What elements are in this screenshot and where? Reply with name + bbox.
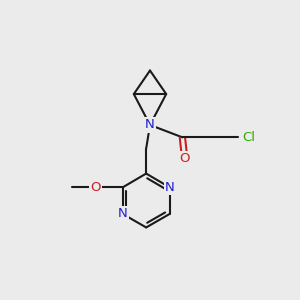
Text: Cl: Cl [242, 131, 255, 144]
Text: N: N [145, 118, 155, 131]
Text: O: O [179, 152, 190, 165]
Text: N: N [165, 181, 175, 194]
Text: N: N [118, 207, 128, 220]
Text: O: O [90, 181, 101, 194]
